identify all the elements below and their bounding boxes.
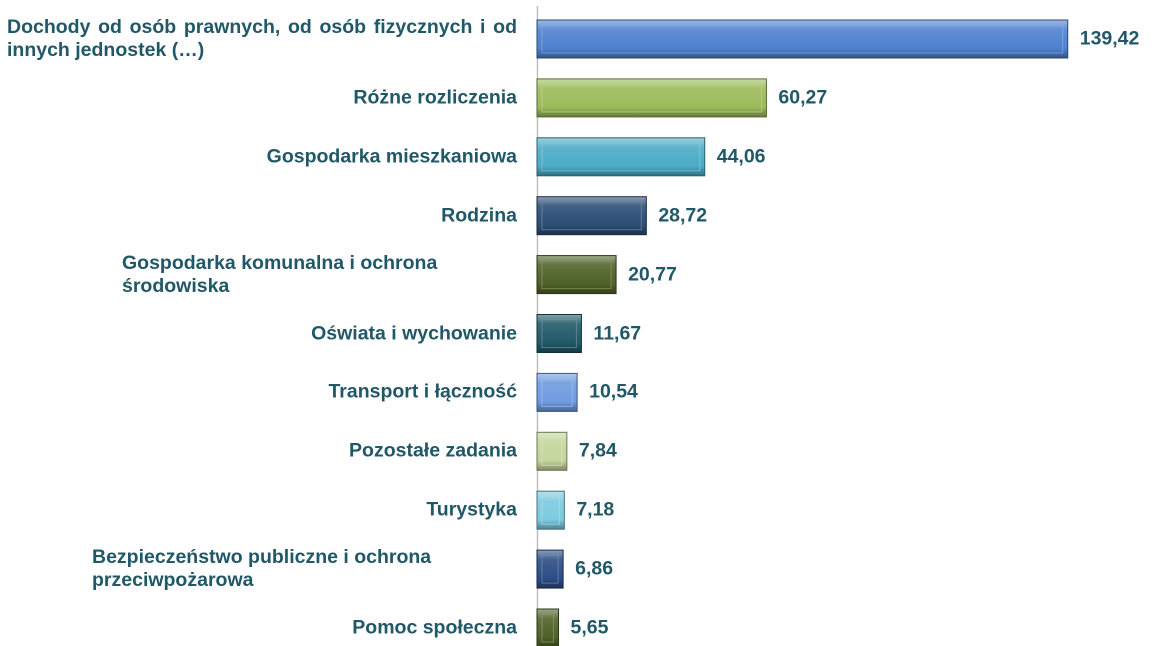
bar-bevel — [541, 24, 1064, 54]
bar — [536, 314, 582, 353]
category-label: Dochody od osób prawnych, od osób fizycz… — [7, 16, 517, 61]
category-label: Rodzina — [441, 204, 517, 227]
bar-bevel — [541, 201, 642, 231]
bar — [536, 196, 647, 236]
bar-bevel — [541, 436, 563, 466]
category-label: Gospodarka komunalna i ochrona środowisk… — [122, 251, 438, 297]
value-label: 60,27 — [778, 86, 828, 109]
bar — [536, 372, 578, 412]
bar-bevel — [541, 260, 612, 290]
value-label: 28,72 — [658, 204, 708, 227]
bar — [536, 549, 564, 589]
category-label: Oświata i wychowanie — [311, 322, 517, 344]
value-label: 10,54 — [589, 380, 638, 403]
category-label: Turystyka — [426, 498, 517, 521]
bar-bevel — [541, 142, 701, 172]
bar — [536, 78, 767, 118]
bar-bevel — [541, 613, 555, 643]
category-label: Różne rozliczenia — [353, 86, 517, 109]
value-label: 7,18 — [576, 498, 615, 521]
bar-bevel — [541, 377, 573, 407]
category-label: Gospodarka mieszkaniowa — [266, 145, 517, 168]
category-label: Bezpieczeństwo publiczne i ochrona przec… — [92, 546, 432, 592]
bar-bevel — [541, 83, 762, 113]
value-label: 7,84 — [578, 439, 617, 462]
bar-bevel — [541, 554, 559, 584]
value-label: 139,42 — [1079, 27, 1140, 50]
value-label: 20,77 — [628, 263, 677, 286]
value-label: 5,65 — [570, 616, 609, 639]
value-label: 11,67 — [593, 322, 642, 344]
category-label: Pomoc społeczna — [352, 616, 517, 639]
value-label: 6,86 — [575, 557, 614, 580]
bar-bevel — [541, 319, 577, 348]
value-label: 44,06 — [716, 145, 766, 168]
bar — [536, 255, 617, 295]
category-label: Transport i łączność — [328, 380, 517, 403]
bar — [536, 19, 1069, 59]
category-label: Pozostałe zadania — [349, 439, 517, 462]
bar — [536, 137, 706, 177]
bar — [536, 490, 565, 530]
bar — [536, 431, 568, 471]
bar-bevel — [541, 495, 560, 525]
bar — [536, 608, 560, 646]
